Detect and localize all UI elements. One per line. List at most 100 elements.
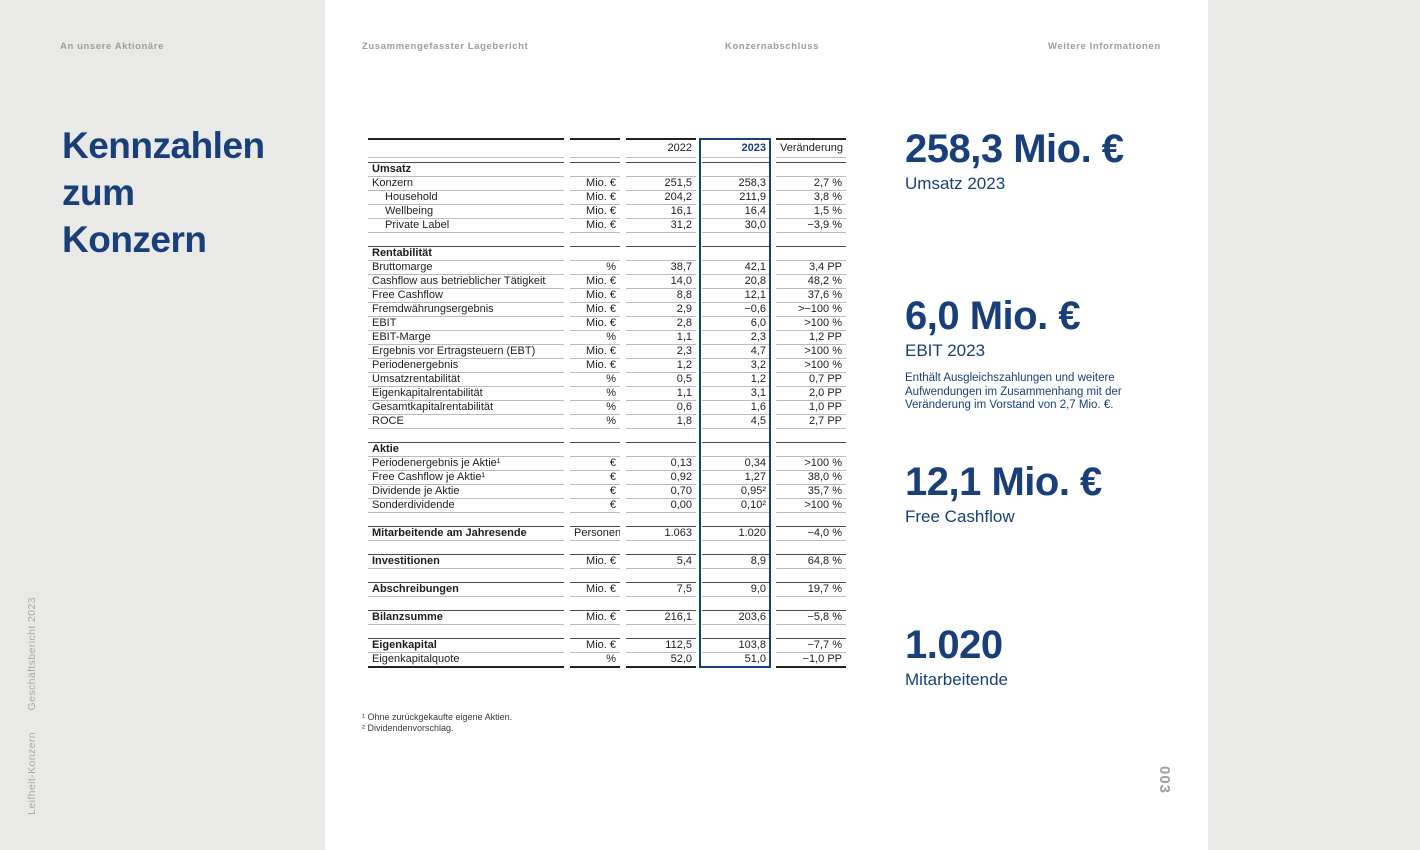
- cell-v2023: 203,6: [702, 610, 770, 624]
- cell-label: Sonderdividende: [368, 498, 564, 512]
- cell-label: Free Cashflow je Aktie¹: [368, 470, 564, 484]
- table-row: Private Label Mio. € 31,2 30,0 −3,9 %: [368, 218, 846, 232]
- footnote-1: ¹ Ohne zurückgekaufte eigene Aktien.: [362, 712, 513, 722]
- cell-v2022: 7,5: [626, 582, 696, 596]
- table-row: [368, 568, 846, 582]
- key-figures-table: 2022 2023 Veränderung Umsatz Konzern Mio. …: [362, 138, 852, 668]
- cell-chg: 1,2 PP: [776, 330, 846, 344]
- cell-label: Cashflow aus betrieblicher Tätigkeit: [368, 274, 564, 288]
- cell-label: EBIT: [368, 316, 564, 330]
- cell-v2023: [702, 596, 770, 610]
- cell-chg: 48,2 %: [776, 274, 846, 288]
- cell-v2023: 1,2: [702, 372, 770, 386]
- table-row: Eigenkapitalrentabilität% 1,1 3,1 2,0 PP: [368, 386, 846, 400]
- kpi-highlight-ebit: 6,0 Mio. € EBIT 2023 Enthält Ausgleichsz…: [905, 295, 1190, 413]
- cell-label: Household: [368, 190, 564, 204]
- cell-v2022: [626, 512, 696, 526]
- col-header-2022: 2022: [626, 138, 696, 157]
- cell-v2023: 4,5: [702, 414, 770, 428]
- table-row: Bilanzsumme Mio. € 216,1 203,6 −5,8 %: [368, 610, 846, 624]
- page-title: Kennzahlen zum Konzern: [62, 122, 265, 263]
- cell-unit: Mio. €: [570, 190, 620, 204]
- cell-unit: %: [570, 414, 620, 428]
- cell-chg: −5,8 %: [776, 610, 846, 624]
- table-row: Cashflow aus betrieblicher Tätigkeit Mio.…: [368, 274, 846, 288]
- table-row: [368, 540, 846, 554]
- cell-chg: 3,8 %: [776, 190, 846, 204]
- cell-chg: 64,8 %: [776, 554, 846, 568]
- cell-unit: [570, 157, 620, 162]
- footnote-2: ² Dividendenvorschlag.: [362, 723, 454, 733]
- key-figures-table-wrap: 2022 2023 Veränderung Umsatz Konzern Mio. …: [362, 138, 852, 668]
- kpi-value: 12,1 Mio. €: [905, 460, 1102, 504]
- nav-item-weitere-informationen[interactable]: Weitere Informationen: [1048, 41, 1161, 52]
- cell-chg: [776, 157, 846, 162]
- cell-chg: 0,7 PP: [776, 372, 846, 386]
- cell-chg: 19,7 %: [776, 582, 846, 596]
- table-row: Dividende je Aktie €0,70 0,95² 35,7 %: [368, 484, 846, 498]
- cell-v2022: [626, 232, 696, 246]
- table-row: Aktie: [368, 442, 846, 456]
- cell-v2022: 251,5: [626, 176, 696, 190]
- cell-v2023: 1,27: [702, 470, 770, 484]
- table-header-row: 2022 2023 Veränderung: [368, 138, 846, 157]
- cell-v2022: 2,3: [626, 344, 696, 358]
- cell-unit: Mio. €: [570, 316, 620, 330]
- cell-v2023: 12,1: [702, 288, 770, 302]
- cell-chg: 37,6 %: [776, 288, 846, 302]
- cell-v2022: 0,70: [626, 484, 696, 498]
- cell-unit: €: [570, 484, 620, 498]
- cell-v2022: 204,2: [626, 190, 696, 204]
- cell-v2022: 1,8: [626, 414, 696, 428]
- cell-unit: %: [570, 386, 620, 400]
- table-row: Umsatzrentabilität% 0,5 1,2 0,7 PP: [368, 372, 846, 386]
- page-title-line: Konzern: [62, 219, 207, 260]
- cell-label: [368, 568, 564, 582]
- cell-chg: [776, 442, 846, 456]
- cell-unit: %: [570, 652, 620, 668]
- table-row: Konzern Mio. € 251,5 258,3 2,7 %: [368, 176, 846, 190]
- left-margin-panel: [0, 0, 325, 850]
- nav-item-an-unsere-aktionaere[interactable]: An unsere Aktionäre: [60, 41, 164, 52]
- cell-chg: [776, 596, 846, 610]
- cell-v2023: [702, 162, 770, 176]
- nav-item-zusammengefasster-lagebericht[interactable]: Zusammengefasster Lagebericht: [362, 41, 529, 52]
- table-row: [368, 428, 846, 442]
- cell-unit: %: [570, 330, 620, 344]
- cell-unit: Mio. €: [570, 288, 620, 302]
- cell-label: [368, 428, 564, 442]
- cell-chg: [776, 540, 846, 554]
- table-row: Free Cashflow Mio. € 8,8 12,1 37,6 %: [368, 288, 846, 302]
- cell-label: [368, 596, 564, 610]
- cell-v2022: 2,8: [626, 316, 696, 330]
- cell-v2022: 52,0: [626, 652, 696, 668]
- cell-label: Aktie: [368, 442, 564, 456]
- cell-v2022: 0,13: [626, 456, 696, 470]
- cell-v2022: 0,5: [626, 372, 696, 386]
- cell-label: Private Label: [368, 218, 564, 232]
- table-row: Free Cashflow je Aktie¹ €0,92 1,27 38,0 %: [368, 470, 846, 484]
- cell-label: Eigenkapitalrentabilität: [368, 386, 564, 400]
- table-row: [368, 512, 846, 526]
- nav-item-konzernabschluss[interactable]: Konzernabschluss: [725, 41, 820, 52]
- cell-label: [368, 157, 564, 162]
- kpi-label: Free Cashflow: [905, 507, 1015, 526]
- col-header-label: [368, 138, 564, 157]
- cell-label: Umsatz: [368, 162, 564, 176]
- cell-label: Free Cashflow: [368, 288, 564, 302]
- table-row: Household Mio. € 204,2 211,9 3,8 %: [368, 190, 846, 204]
- cell-v2022: 1,1: [626, 386, 696, 400]
- cell-v2023: 258,3: [702, 176, 770, 190]
- cell-v2023: 3,1: [702, 386, 770, 400]
- table-row: EBIT-Marge% 1,1 2,3 1,2 PP: [368, 330, 846, 344]
- cell-v2023: 16,4: [702, 204, 770, 218]
- cell-unit: [570, 232, 620, 246]
- cell-label: Rentabilität: [368, 246, 564, 260]
- cell-label: Periodenergebnis: [368, 358, 564, 372]
- cell-label: Eigenkapitalquote: [368, 652, 564, 668]
- cell-chg: [776, 246, 846, 260]
- kpi-highlight-free-cashflow: 12,1 Mio. € Free Cashflow: [905, 461, 1190, 527]
- cell-chg: >100 %: [776, 344, 846, 358]
- table-row: [368, 596, 846, 610]
